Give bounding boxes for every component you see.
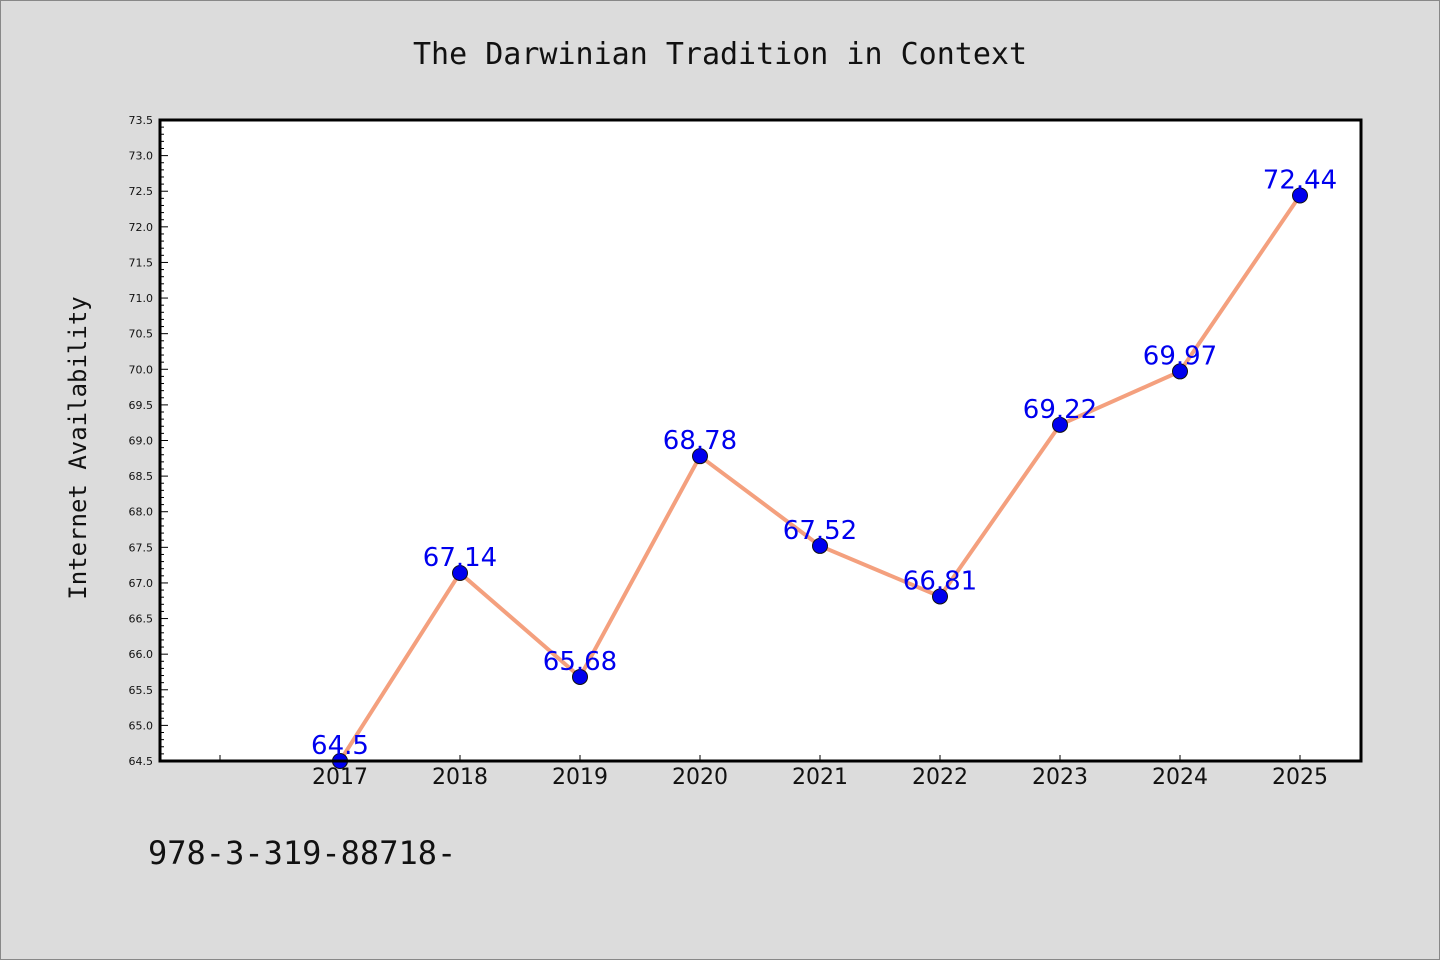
y-tick-label: 73.0 [129,150,154,163]
y-tick-label: 70.5 [129,328,154,341]
data-label-2021: 67.52 [783,516,857,546]
data-label-2022: 66.81 [903,566,977,596]
y-axis-ticks: 64.5 65.0 65.5 66.0 66.5 67.0 67.5 68.0 68.5 69.0… [129,114,168,768]
plot-frame [158,118,1363,763]
x-tick-label: 2021 [792,765,848,790]
data-point-2025 [1292,187,1308,204]
chart-title: The Darwinian Tradition in Context [413,37,1027,72]
y-tick-label: 68.5 [129,470,154,483]
x-tick-label: 2020 [672,765,728,790]
x-tick-label: 2024 [1152,765,1208,790]
y-tick-label: 64.5 [129,755,154,768]
x-tick-label: 2017 [312,765,368,790]
x-tick-label: 2025 [1272,765,1328,790]
y-tick-label: 69.5 [129,399,154,412]
y-axis-label: Internet Availability [64,296,92,599]
data-labels: 64.5 67.14 65.68 68.78 67.52 66.81 69.22 69.97 7… [311,165,1337,761]
data-point-2024 [1172,363,1188,380]
x-tick-label: 2022 [912,765,968,790]
data-point-2022 [932,588,948,605]
y-tick-label: 73.5 [129,114,154,127]
data-label-2018: 67.14 [423,543,497,573]
x-tick-label: 2019 [552,765,608,790]
data-point-2019 [572,668,588,685]
data-label-2024: 69.97 [1143,341,1217,371]
y-tick-label: 66.0 [129,648,154,661]
x-tick-label: 2018 [432,765,488,790]
data-point-2021 [812,537,828,554]
y-tick-label: 66.5 [129,613,154,626]
y-tick-label: 68.0 [129,506,154,519]
y-tick-label: 72.5 [129,185,154,198]
y-tick-label: 69.0 [129,435,154,448]
data-label-2019: 65.68 [543,647,617,677]
y-tick-label: 71.5 [129,256,154,269]
y-tick-label: 67.5 [129,541,154,554]
y-tick-label: 65.0 [129,719,154,732]
data-point-2020 [692,448,708,465]
y-tick-label: 67.0 [129,577,154,590]
data-point-2023 [1052,416,1068,433]
x-tick-label: 2023 [1032,765,1088,790]
data-label-2020: 68.78 [663,426,737,456]
data-label-2025: 72.44 [1263,165,1337,195]
footer-code: 978-3-319-88718- [148,834,456,872]
plot-area [160,120,1361,761]
x-axis-ticks: 2017 2018 2019 2020 2021 2022 2023 2024 2025 [219,755,1328,790]
y-tick-label: 70.0 [129,363,154,376]
data-label-2017: 64.5 [311,731,369,761]
data-point-2018 [452,564,468,581]
y-tick-label: 72.0 [129,221,154,234]
y-tick-label: 71.0 [129,292,154,305]
data-markers [332,187,1308,769]
data-label-2023: 69.22 [1023,395,1097,425]
y-tick-label: 65.5 [129,684,154,697]
